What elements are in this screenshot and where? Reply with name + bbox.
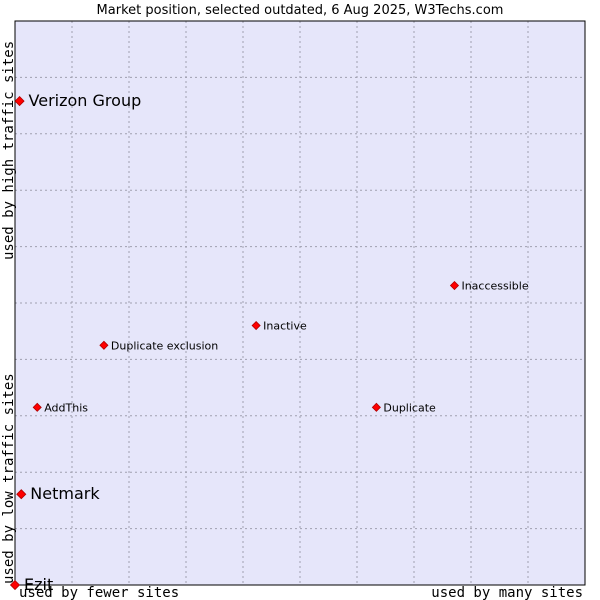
point-label: Inactive <box>263 320 307 333</box>
point-marker <box>449 280 460 291</box>
data-point: Duplicate <box>371 401 436 414</box>
point-label: Ezit <box>24 575 53 594</box>
x-axis-label-right: used by many sites <box>431 585 583 600</box>
point-label: Netmark <box>30 484 100 503</box>
data-points: Verizon Group Inaccessible Inactive Duplica… <box>9 91 529 594</box>
point-marker <box>32 402 42 412</box>
x-axis-label-left: used by fewer sites <box>19 585 179 600</box>
point-marker <box>14 96 25 107</box>
point-label: Verizon Group <box>29 91 142 110</box>
plot-border <box>14 20 586 586</box>
data-point: Netmark <box>16 484 100 503</box>
data-point: Duplicate exclusion <box>99 339 218 352</box>
point-marker <box>251 320 261 331</box>
data-point: AddThis <box>32 401 88 414</box>
data-point: Inaccessible <box>449 280 529 293</box>
y-axis-label-top: used by high traffic sites <box>1 41 17 260</box>
point-marker <box>16 489 27 500</box>
chart-title: Market position, selected outdated, 6 Au… <box>97 3 504 18</box>
point-label: Duplicate exclusion <box>111 339 218 352</box>
point-label: Inaccessible <box>461 280 528 293</box>
data-point: Inactive <box>251 320 307 333</box>
point-marker <box>9 579 21 591</box>
point-label: Duplicate <box>383 401 436 414</box>
point-marker <box>99 340 109 350</box>
point-marker <box>371 402 381 412</box>
data-point: Verizon Group <box>14 91 142 110</box>
y-axis-label-bottom: used by low traffic sites <box>1 373 17 584</box>
grid-lines <box>15 21 585 585</box>
data-point: Ezit <box>9 575 53 594</box>
point-label: AddThis <box>44 401 88 414</box>
